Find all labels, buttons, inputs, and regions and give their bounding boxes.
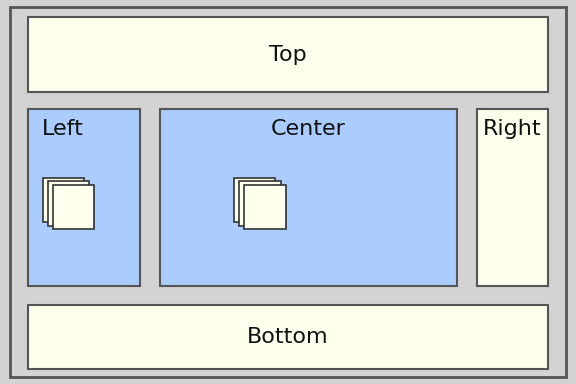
Bar: [28, 305, 548, 369]
Bar: [48, 181, 89, 226]
Bar: [43, 177, 84, 222]
Bar: [234, 177, 275, 222]
Text: Right: Right: [483, 119, 542, 139]
Bar: [239, 181, 281, 226]
Bar: [28, 17, 548, 92]
Text: Center: Center: [271, 119, 346, 139]
Text: Bottom: Bottom: [247, 327, 329, 347]
Bar: [28, 109, 140, 286]
Bar: [160, 109, 457, 286]
Text: Left: Left: [42, 119, 84, 139]
Text: Top: Top: [269, 45, 307, 65]
Bar: [53, 185, 94, 230]
Bar: [244, 185, 286, 230]
Bar: [477, 109, 548, 286]
